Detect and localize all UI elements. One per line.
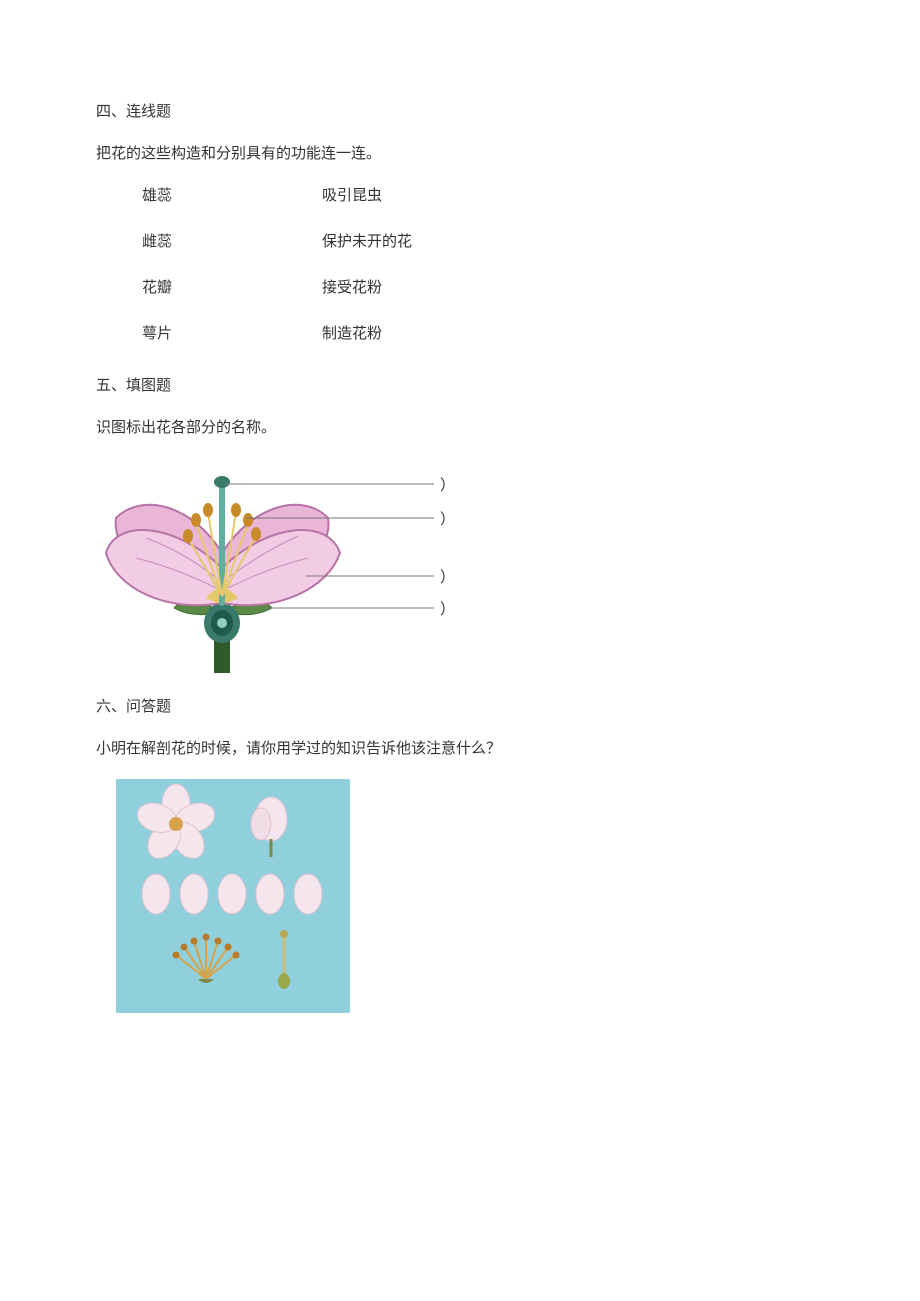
dissection-photo <box>116 779 350 1013</box>
match-left-item: 萼片 <box>142 322 322 346</box>
blank-paren-4: ） <box>440 598 455 622</box>
blank-paren-2: ） <box>440 508 455 532</box>
match-row: 花瓣 接受花粉 <box>142 276 824 300</box>
blank-paren-1: ） <box>440 474 455 498</box>
match-row: 雌蕊 保护未开的花 <box>142 230 824 254</box>
match-right-item: 制造花粉 <box>322 322 522 346</box>
section4-instruction: 把花的这些构造和分别具有的功能连一连。 <box>96 142 824 166</box>
match-right-item: 吸引昆虫 <box>322 184 522 208</box>
dissection-svg <box>116 779 350 1013</box>
stigma <box>214 476 230 488</box>
section5-instruction: 识图标出花各部分的名称。 <box>96 416 824 440</box>
section4-heading: 四、连线题 <box>96 100 824 124</box>
section5-heading: 五、填图题 <box>96 374 824 398</box>
matching-table: 雄蕊 吸引昆虫 雌蕊 保护未开的花 花瓣 接受花粉 萼片 制造花粉 <box>142 184 824 346</box>
match-left-item: 花瓣 <box>142 276 322 300</box>
worksheet-page: 四、连线题 把花的这些构造和分别具有的功能连一连。 雄蕊 吸引昆虫 雌蕊 保护未… <box>0 0 920 1093</box>
flower-diagram-svg <box>96 458 556 673</box>
blank-paren-3: ） <box>440 566 455 590</box>
match-left-item: 雌蕊 <box>142 230 322 254</box>
match-left-item: 雄蕊 <box>142 184 322 208</box>
match-row: 萼片 制造花粉 <box>142 322 824 346</box>
match-right-item: 接受花粉 <box>322 276 522 300</box>
ovule <box>217 618 227 628</box>
match-right-item: 保护未开的花 <box>322 230 522 254</box>
section6-heading: 六、问答题 <box>96 695 824 719</box>
flower-diagram-wrap: ） ） ） ） <box>96 458 556 673</box>
match-row: 雄蕊 吸引昆虫 <box>142 184 824 208</box>
section6-instruction: 小明在解剖花的时候，请你用学过的知识告诉他该注意什么？ <box>96 737 824 761</box>
